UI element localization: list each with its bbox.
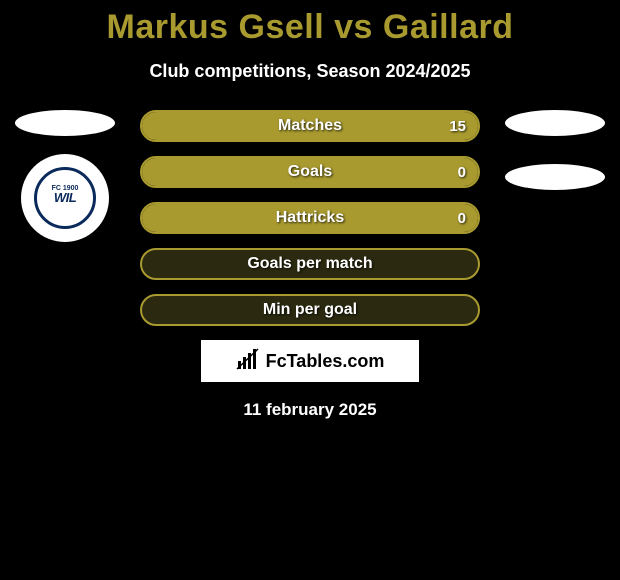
stat-row: Goals per match bbox=[140, 248, 480, 280]
club-badge: FC 1900 WIL bbox=[34, 167, 96, 229]
stat-label: Matches bbox=[142, 112, 478, 140]
stat-row: Matches15 bbox=[140, 110, 480, 142]
branding-text: FcTables.com bbox=[266, 351, 385, 372]
stat-label: Goals per match bbox=[142, 250, 478, 278]
stat-label: Min per goal bbox=[142, 296, 478, 324]
bar-chart-icon bbox=[236, 347, 260, 376]
stat-right-value: 0 bbox=[458, 158, 466, 186]
date-text: 11 february 2025 bbox=[0, 400, 620, 420]
stat-row: Min per goal bbox=[140, 294, 480, 326]
player-photo-placeholder-left bbox=[15, 110, 115, 136]
comparison-container: FC 1900 WIL Matches15Goals0Hattricks0Goa… bbox=[0, 110, 620, 420]
stat-label: Hattricks bbox=[142, 204, 478, 232]
stat-row: Goals0 bbox=[140, 156, 480, 188]
club-logo-left: FC 1900 WIL bbox=[21, 154, 109, 242]
club-name-text: WIL bbox=[54, 190, 76, 205]
page-title: Markus Gsell vs Gaillard bbox=[0, 0, 620, 47]
player-photo-placeholder-right-2 bbox=[505, 164, 605, 190]
stat-right-value: 15 bbox=[449, 112, 466, 140]
left-player-column: FC 1900 WIL bbox=[10, 110, 120, 242]
right-player-column bbox=[500, 110, 610, 218]
stats-list: Matches15Goals0Hattricks0Goals per match… bbox=[140, 110, 480, 326]
branding-box[interactable]: FcTables.com bbox=[201, 340, 419, 382]
stat-label: Goals bbox=[142, 158, 478, 186]
stat-right-value: 0 bbox=[458, 204, 466, 232]
player-photo-placeholder-right-1 bbox=[505, 110, 605, 136]
page-subtitle: Club competitions, Season 2024/2025 bbox=[0, 61, 620, 82]
stat-row: Hattricks0 bbox=[140, 202, 480, 234]
